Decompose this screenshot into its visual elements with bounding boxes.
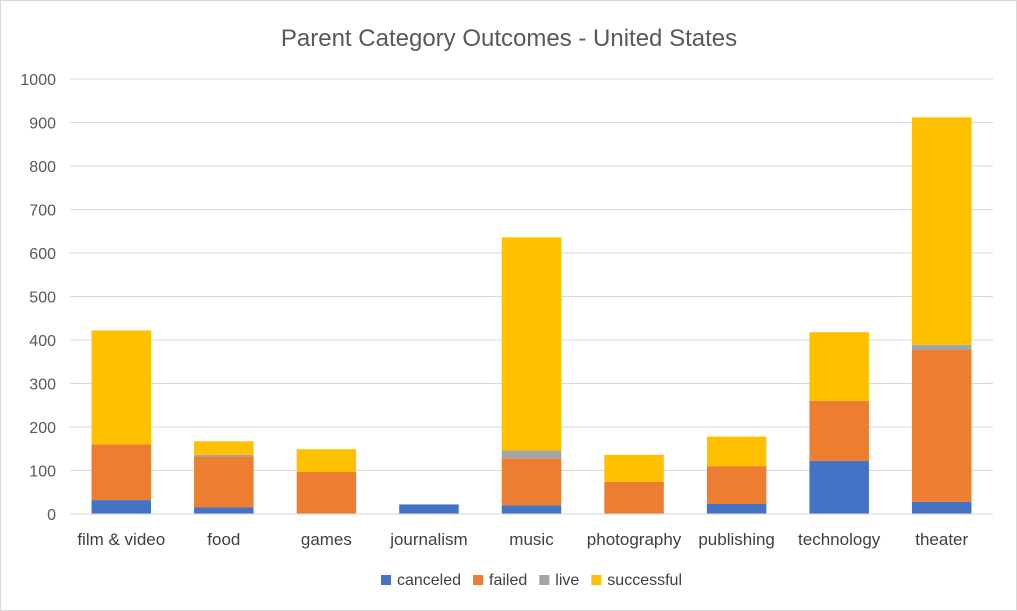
bar-canceled [399, 504, 459, 514]
legend-label: live [555, 572, 579, 589]
bar-failed [809, 400, 869, 461]
x-category-label: music [509, 530, 554, 549]
chart-title: Parent Category Outcomes - United States [281, 25, 737, 52]
bar-successful [911, 117, 972, 345]
bar-successful [501, 237, 562, 451]
bar-canceled [706, 503, 767, 514]
bar-canceled [194, 507, 254, 514]
y-axis-tick-labels: 0 100 200 300 400 500 600 700 800 900 1000 [20, 72, 56, 524]
x-category-label: film & video [77, 530, 165, 549]
bar-failed [706, 466, 767, 504]
bar-failed [604, 481, 664, 514]
bar-canceled [911, 501, 972, 514]
x-category-label: games [301, 530, 352, 549]
bar-canceled [501, 505, 562, 514]
x-category-label: photography [587, 530, 682, 549]
y-tick-label: 1000 [20, 72, 56, 89]
bar-successful [91, 330, 152, 445]
bar-canceled [91, 500, 152, 514]
bar-successful [706, 436, 767, 467]
y-tick-label: 800 [29, 159, 56, 176]
x-category-label: journalism [389, 530, 467, 549]
bar-live [194, 454, 254, 457]
legend-label: successful [607, 572, 682, 589]
bar-canceled [809, 460, 869, 514]
legend: canceled failed live successful [380, 572, 682, 589]
legend-label: canceled [397, 572, 461, 589]
bar-successful [604, 454, 664, 482]
x-category-label: publishing [698, 530, 775, 549]
legend-swatch-successful [591, 575, 602, 585]
y-tick-label: 0 [47, 507, 56, 524]
legend-swatch-failed [473, 575, 484, 585]
bar-successful [194, 441, 254, 455]
y-tick-label: 200 [29, 420, 56, 437]
bar-failed [296, 471, 357, 514]
x-axis-category-labels: film & video food games journalism music phot… [77, 530, 968, 549]
y-tick-label: 100 [29, 464, 56, 481]
y-tick-label: 700 [29, 203, 56, 220]
legend-label: failed [489, 572, 527, 589]
y-tick-label: 400 [29, 333, 56, 350]
bar-failed [911, 350, 972, 502]
bar-successful [809, 332, 869, 401]
y-tick-label: 600 [29, 246, 56, 263]
x-category-label: food [207, 530, 240, 549]
bar-failed [194, 456, 254, 508]
y-tick-label: 900 [29, 116, 56, 133]
bar-successful [296, 449, 357, 472]
bar-failed [501, 458, 562, 506]
bar-live [911, 344, 972, 351]
bar-failed [91, 444, 152, 501]
x-category-label: theater [915, 530, 968, 549]
y-tick-label: 500 [29, 290, 56, 307]
legend-swatch-canceled [380, 575, 391, 585]
bar-live [501, 450, 562, 459]
x-category-label: technology [798, 530, 881, 549]
legend-swatch-live [539, 575, 550, 585]
y-tick-label: 300 [29, 377, 56, 394]
bars [91, 117, 972, 514]
